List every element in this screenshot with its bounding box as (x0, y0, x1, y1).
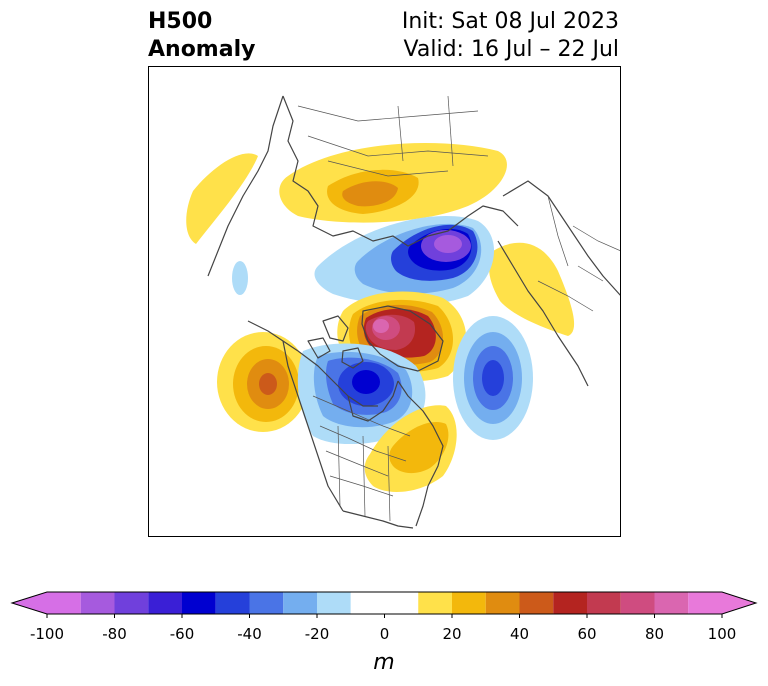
anomaly-map (148, 66, 621, 537)
colorbar-tick-label: 80 (645, 625, 664, 643)
colorbar-bin (350, 592, 419, 614)
borders (297, 95, 621, 522)
colorbar-bin (182, 592, 216, 614)
positive-anomaly-kamchatka (186, 153, 258, 244)
colorbar-bin (688, 592, 722, 614)
coastlines (207, 95, 621, 529)
anomaly-contours (186, 143, 575, 492)
colorbar-bin (452, 592, 486, 614)
colorbar-bin (485, 592, 520, 614)
colorbar-tick-label: -20 (305, 625, 330, 643)
colorbar-tick-label: -100 (30, 625, 64, 643)
variable-title: H500 (148, 9, 213, 34)
colorbar-tick-label: -80 (102, 625, 127, 643)
colorbar-tick-label: 60 (577, 625, 596, 643)
negative-anomaly-atlantic-core (482, 360, 504, 396)
colorbar-bin (114, 592, 149, 614)
colorbar-bin (283, 592, 317, 614)
colorbar-bin (80, 592, 115, 614)
colorbar-unit-label: m (373, 650, 395, 675)
colorbar-bin (418, 592, 452, 614)
colorbar-bin (317, 592, 351, 614)
colorbar-tick-label: 0 (380, 625, 390, 643)
init-date: Init: Sat 08 Jul 2023 (401, 9, 619, 34)
colorbar-tick-label: -40 (237, 625, 262, 643)
colorbar-bin (249, 592, 284, 614)
colorbar-extend-min (12, 592, 47, 614)
colorbar-bin (47, 592, 81, 614)
colorbar-bin (587, 592, 621, 614)
positive-anomaly-scandinavia (488, 242, 575, 336)
positive-anomaly-pacific-core (259, 373, 277, 395)
colorbar-tick-label: 20 (442, 625, 461, 643)
variable-subtitle: Anomaly (148, 37, 256, 62)
colorbar-extend-max (722, 592, 756, 614)
colorbar: -100 -80 -60 -40 -20 0 20 40 60 80 100 (10, 591, 758, 643)
colorbar-bin (215, 592, 250, 614)
positive-anomaly-greenland-core (373, 319, 389, 333)
positive-anomaly-siberia-inner (342, 181, 398, 207)
colorbar-tick-label: -60 (170, 625, 195, 643)
colorbar-tick-label: 40 (510, 625, 529, 643)
valid-range: Valid: 16 Jul – 22 Jul (403, 37, 619, 62)
negative-anomaly-arctic-center (434, 235, 462, 253)
colorbar-bin (148, 592, 182, 614)
colorbar-bin (620, 592, 655, 614)
colorbar-tick-label: 100 (708, 625, 737, 643)
negative-anomaly-canada-core (352, 370, 380, 394)
colorbar-bin (654, 592, 689, 614)
negative-anomaly-small (232, 261, 248, 295)
title-left: H500 Anomaly (148, 8, 255, 64)
colorbar-bin (553, 592, 587, 614)
title-right: Init: Sat 08 Jul 2023 Valid: 16 Jul – 22… (402, 8, 619, 64)
colorbar-bin (519, 592, 554, 614)
